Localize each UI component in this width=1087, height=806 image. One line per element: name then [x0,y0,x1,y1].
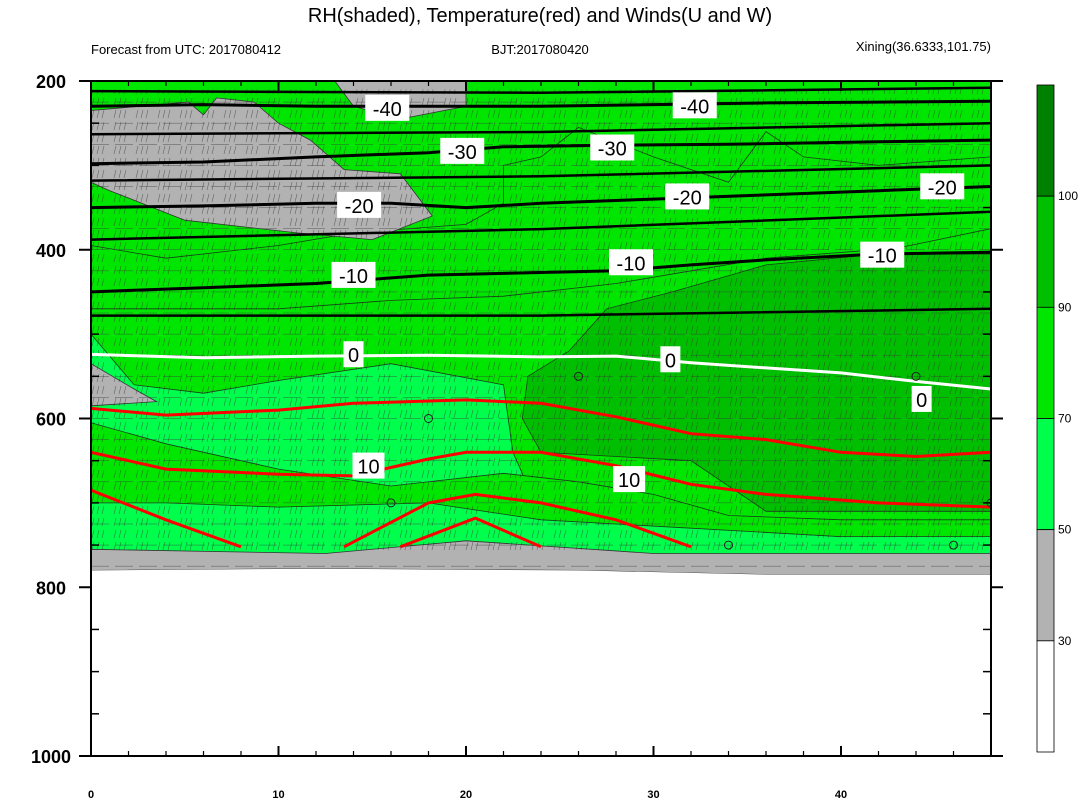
colorbar-swatch [1036,529,1055,642]
colorbar: 30 50 70 90 100 [1036,84,1078,753]
temp-contour--40 [91,99,991,108]
y-tick-label: 200 [36,72,66,92]
colorbar-swatch [1036,84,1055,197]
wind-calm-circle [911,371,921,381]
contour-label-box [609,249,653,276]
contour-label: -10 [339,266,368,288]
x-tick-label: 30 [647,789,659,801]
contour-label: -40 [373,99,402,121]
temp-contour-minor-1 [91,121,991,136]
y-tick-label: 800 [36,578,66,598]
wind-calm-circle [949,540,958,550]
colorbar-tick-label: 70 [1058,412,1072,426]
x-tick-label: 0 [88,789,94,801]
contour-label: -20 [345,196,374,218]
x-tick-label: 10 [272,789,284,801]
temp-contour--20 [91,185,991,210]
contour-label-box [337,191,382,218]
forecast-label: Forecast from UTC: 2017080412 [91,42,281,57]
temp-contour--10 [91,250,991,294]
colorbar-tick-label: 30 [1058,634,1072,648]
temp-contour-arc-2 [399,516,542,549]
contour-label-box [352,452,385,479]
y-tick-label: 600 [36,410,66,430]
chart-title: RH(shaded), Temperature(red) and Winds(U… [308,5,772,27]
contour-labels: -40 -40 -30 -30 -20 -20 -20 -10 -10 -10 0 0 0 10 10 [331,92,965,493]
colorbar-tick-label: 90 [1058,300,1072,314]
colorbar-swatch [1036,640,1055,753]
temp-contour-10 [91,450,991,509]
colorbar-swatch [1036,195,1055,308]
contour-label-box [440,137,485,164]
grid-lines [91,81,991,567]
x-tick-label: 40 [835,789,847,801]
wind-calm-circle [386,498,396,508]
wind-calm-circle [574,371,583,381]
temp-contour-minor-4 [91,307,991,317]
temp-contour-minor-3 [91,210,991,241]
contour-label: -30 [448,142,477,164]
colorbar-tick-label: 50 [1058,523,1072,537]
contour-label-box [665,183,710,210]
wind-calm-circle [424,414,433,423]
colorbar-swatch [1036,418,1055,531]
contour-label-box [343,341,364,368]
contour-label: 0 [665,350,676,372]
contour-label-box [660,346,681,373]
contour-label: -40 [680,96,709,118]
y-tick-label: 400 [36,241,66,261]
contour-label-box [365,94,410,121]
y-tick-label: 1000 [31,747,71,767]
x-tick-label: 20 [460,789,472,801]
below-ground-region [91,568,991,756]
contour-label: -10 [617,253,646,275]
contour-label: -20 [928,177,957,199]
contour-label: 10 [618,470,640,492]
temp-contour-minor-2 [91,164,991,182]
bjt-label: BJT:2017080420 [491,42,589,57]
colorbar-tick-label: 100 [1058,189,1078,203]
contour-label: 10 [357,457,379,479]
contour-label: -30 [598,139,627,161]
contour-label-box [331,261,376,288]
temp-contour--30 [91,138,991,166]
contour-label-box [590,134,635,161]
contour-label-box [911,385,932,412]
contour-label: -20 [673,187,702,209]
colorbar-swatch [1036,306,1055,419]
temp-contour-arc-0 [91,488,242,549]
contour-label: 0 [348,345,359,367]
wind-calm-circle [724,540,733,550]
contour-label-box [672,92,717,119]
wind-barb-hatching [91,89,991,554]
contour-label-box [613,466,646,493]
contour-label-box [920,173,965,200]
contour-label-box [860,241,905,268]
contour-label: -10 [868,246,897,268]
temp-contour-arc-1 [343,492,692,549]
plot-area: -40 -40 -30 -30 -20 -20 -20 -10 -10 -10 0 0 0 10 10 [91,81,991,756]
contour-label: 0 [916,390,927,412]
temp-contour-20 [91,398,991,459]
location-label: Xining(36.6333,101.75) [856,39,991,54]
temp-contour-0 [91,352,991,391]
